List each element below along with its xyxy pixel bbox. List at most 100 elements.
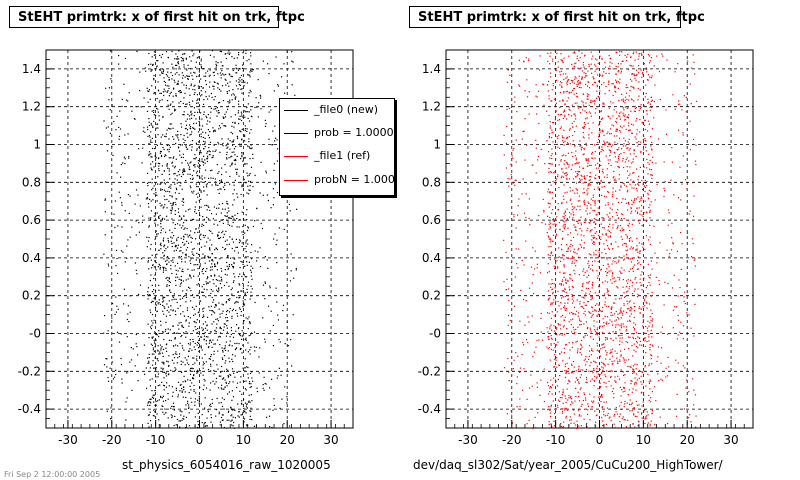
scatter-point — [284, 386, 286, 388]
scatter-point — [164, 260, 167, 262]
scatter-point — [163, 179, 165, 181]
scatter-point — [204, 422, 206, 424]
scatter-point — [559, 74, 561, 76]
scatter-point — [230, 257, 232, 259]
scatter-point — [153, 185, 155, 187]
scatter-point — [221, 270, 223, 272]
scatter-point — [593, 309, 596, 311]
scatter-point — [260, 222, 262, 225]
scatter-point — [645, 140, 647, 142]
scatter-point — [168, 186, 170, 188]
scatter-point — [162, 252, 164, 254]
scatter-point — [172, 66, 174, 68]
scatter-point — [211, 184, 213, 186]
scatter-point — [612, 191, 614, 193]
scatter-point — [598, 396, 600, 398]
scatter-point — [155, 339, 157, 341]
scatter-point — [604, 339, 607, 341]
scatter-point — [160, 136, 162, 138]
scatter-point — [215, 381, 217, 383]
scatter-point — [175, 351, 177, 353]
scatter-point — [513, 147, 515, 150]
scatter-point — [633, 370, 635, 372]
scatter-point — [549, 157, 551, 159]
scatter-point — [186, 246, 189, 249]
scatter-point — [633, 180, 635, 182]
scatter-point — [112, 302, 114, 305]
scatter-point — [240, 348, 242, 350]
scatter-point — [158, 170, 160, 172]
scatter-point — [240, 131, 242, 133]
scatter-point — [153, 51, 155, 53]
scatter-point — [221, 85, 224, 87]
scatter-point — [590, 99, 592, 101]
scatter-point — [222, 65, 224, 67]
scatter-point — [592, 209, 594, 212]
scatter-point — [240, 88, 242, 90]
scatter-point — [515, 227, 517, 229]
scatter-point — [633, 302, 635, 304]
scatter-point — [156, 310, 158, 313]
scatter-point — [637, 288, 639, 290]
scatter-point — [249, 89, 251, 91]
scatter-point — [620, 63, 622, 65]
scatter-point — [187, 136, 189, 138]
scatter-point — [180, 156, 182, 158]
scatter-point — [184, 391, 186, 393]
scatter-point — [194, 154, 196, 156]
scatter-point — [267, 267, 269, 269]
scatter-point — [509, 319, 511, 322]
scatter-point — [252, 153, 254, 155]
scatter-point — [612, 227, 614, 229]
scatter-point — [149, 401, 151, 403]
scatter-point — [623, 310, 625, 312]
scatter-point — [197, 131, 200, 133]
scatter-point — [650, 309, 652, 311]
scatter-point — [204, 407, 206, 409]
scatter-point — [139, 90, 141, 92]
scatter-point — [590, 254, 592, 256]
scatter-point — [104, 181, 107, 183]
scatter-point — [694, 160, 697, 162]
scatter-point — [625, 243, 627, 245]
scatter-point — [188, 407, 190, 409]
scatter-point — [130, 347, 132, 349]
scatter-point — [197, 371, 199, 373]
scatter-point — [629, 315, 631, 317]
scatter-point — [612, 302, 615, 304]
scatter-point — [579, 303, 581, 305]
scatter-point — [266, 259, 268, 261]
scatter-point — [581, 52, 583, 54]
scatter-point — [554, 258, 556, 260]
scatter-point — [216, 263, 219, 265]
scatter-point — [185, 370, 187, 372]
scatter-point — [584, 203, 586, 206]
scatter-point — [604, 280, 606, 282]
scatter-point — [155, 136, 157, 138]
scatter-point — [247, 243, 249, 245]
scatter-point — [570, 213, 572, 215]
scatter-point — [153, 293, 155, 295]
scatter-point — [238, 118, 240, 120]
scatter-point — [178, 102, 180, 104]
scatter-point — [184, 364, 186, 366]
scatter-point — [162, 400, 165, 402]
scatter-point — [641, 188, 643, 191]
scatter-point — [627, 290, 629, 292]
scatter-point — [151, 364, 154, 366]
scatter-point — [221, 280, 223, 282]
scatter-point — [576, 81, 578, 83]
scatter-point — [198, 146, 200, 148]
scatter-point — [606, 338, 608, 340]
scatter-point — [648, 381, 650, 383]
scatter-point — [175, 95, 177, 97]
scatter-point — [233, 139, 235, 141]
scatter-point — [638, 307, 640, 310]
scatter-point — [194, 84, 196, 86]
scatter-point — [276, 192, 279, 194]
scatter-point — [602, 264, 604, 267]
scatter-point — [193, 308, 195, 310]
scatter-point — [549, 192, 551, 194]
scatter-point — [590, 354, 592, 356]
